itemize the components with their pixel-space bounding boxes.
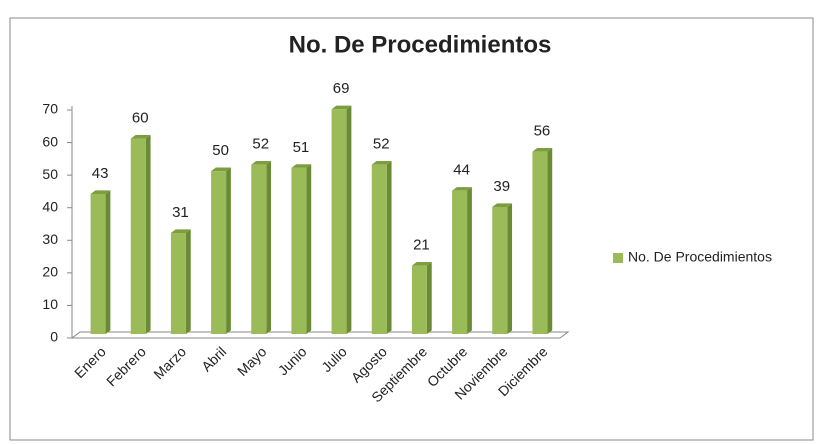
bar-side	[145, 134, 151, 334]
chart-title: No. De Procedimientos	[289, 31, 552, 58]
y-tick-label: 20	[42, 264, 58, 280]
floor	[70, 331, 570, 339]
bar-side	[467, 187, 472, 334]
y-tick-label: 30	[42, 231, 58, 247]
bar-front	[411, 265, 427, 334]
bar-front	[492, 206, 508, 334]
bar	[130, 134, 151, 334]
bar-front	[331, 109, 347, 334]
data-label: 52	[252, 136, 269, 153]
bar-front	[291, 167, 307, 334]
bar-front	[371, 164, 387, 334]
bar-front	[211, 171, 227, 334]
bar-side	[105, 190, 111, 334]
legend-swatch	[613, 253, 623, 263]
y-tick-label: 40	[42, 198, 58, 214]
bar-top	[251, 161, 272, 165]
bar-front	[90, 193, 106, 334]
bar-side	[386, 161, 392, 334]
bar-top	[411, 262, 432, 266]
data-label: 44	[453, 162, 470, 179]
bar-top	[331, 105, 352, 110]
bar-front	[532, 151, 548, 334]
bar-side	[266, 161, 272, 334]
bar-side	[547, 148, 553, 334]
bar	[532, 148, 553, 334]
bar-side	[346, 105, 352, 335]
bar-side	[226, 167, 231, 334]
bar-front	[170, 233, 186, 334]
data-label: 21	[413, 237, 430, 254]
y-tick-label: 70	[42, 101, 58, 117]
y-tick-label: 10	[42, 296, 58, 312]
bar-side	[306, 164, 312, 334]
y-tick-label: 60	[42, 133, 58, 149]
bar	[211, 167, 231, 334]
bar-top	[291, 164, 312, 168]
data-label: 56	[534, 123, 551, 140]
bar	[492, 203, 513, 334]
data-label: 52	[373, 136, 390, 153]
data-label: 39	[493, 178, 510, 195]
y-tick-label: 50	[42, 166, 58, 182]
chart-border	[9, 17, 814, 441]
bar	[452, 187, 472, 334]
bar	[291, 164, 312, 334]
data-label: 51	[293, 139, 310, 156]
bar-front	[452, 190, 468, 334]
bar	[170, 229, 191, 334]
bar-top	[170, 229, 191, 234]
bar-front	[251, 164, 267, 334]
bar-top	[532, 148, 553, 152]
bar-side	[426, 262, 432, 334]
data-label: 69	[333, 80, 350, 97]
data-label: 60	[132, 110, 149, 127]
data-label: 50	[212, 142, 229, 159]
bar-front	[130, 138, 146, 334]
bar	[251, 161, 272, 334]
data-label: 31	[172, 204, 189, 221]
bar-top	[90, 190, 111, 194]
bar-side	[507, 203, 513, 334]
bar	[90, 190, 111, 334]
bar-top	[492, 203, 513, 207]
y-tick-label: 0	[50, 329, 58, 345]
data-label: 43	[92, 165, 109, 182]
bar	[411, 262, 432, 334]
legend-label: No. De Procedimientos	[628, 249, 772, 265]
bar-top	[452, 187, 472, 191]
bar-top	[371, 161, 392, 165]
bar	[331, 105, 352, 335]
bar-top	[130, 134, 151, 139]
bar	[371, 161, 392, 334]
bar-top	[211, 167, 231, 172]
bar-side	[185, 229, 191, 334]
